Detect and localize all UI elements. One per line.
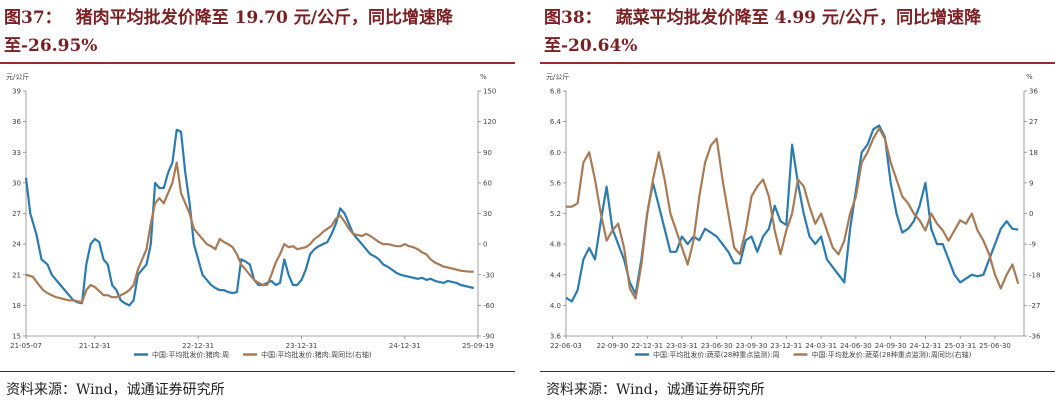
- left-tick-label: 5.2: [550, 210, 561, 218]
- right-tick-label: -18: [1029, 271, 1040, 279]
- left-tick-label: 27: [12, 210, 21, 218]
- figure-38-panel: 图38： 蔬菜平均批发价降至 4.99 元/公斤，同比增速降至-20.64% 元/…: [540, 0, 1055, 405]
- left-tick-label: 3.6: [550, 333, 562, 341]
- x-tick-label: 23-03-31: [666, 342, 698, 350]
- right-tick-label: 30: [483, 210, 492, 218]
- yoy-series-line: [566, 127, 1020, 300]
- left-axis-unit: 元/公斤: [6, 72, 29, 81]
- left-tick-label: 6.4: [550, 118, 562, 126]
- figure-37-source: 资料来源：Wind，诚通证券研究所: [6, 382, 225, 398]
- x-tick-label: 23-09-30: [736, 342, 768, 350]
- left-tick-label: 4.0: [550, 302, 561, 310]
- figure-38-title: 图38： 蔬菜平均批发价降至 4.99 元/公斤，同比增速降至-20.64%: [544, 4, 1050, 60]
- right-tick-label: 90: [483, 149, 492, 157]
- figure-38-title-text: 蔬菜平均批发价降至 4.99 元/公斤，同比增速降至-20.64%: [544, 8, 982, 56]
- right-tick-label: -27: [1029, 302, 1040, 310]
- left-tick-label: 4.8: [550, 241, 561, 249]
- figure-37-bottom-rule: [0, 371, 515, 372]
- price-series-line: [24, 128, 474, 307]
- right-tick-label: 18: [1029, 149, 1038, 157]
- figure-37-panel: 图37： 猪肉平均批发价降至 19.70 元/公斤，同比增速降至-26.95% 元…: [0, 0, 520, 405]
- x-tick-label: 22-06-03: [550, 342, 582, 350]
- legend-label: 中国:平均批发价:猪肉:周: [152, 350, 229, 359]
- left-tick-label: 30: [12, 179, 21, 187]
- legend-label: 中国:平均批发价:蔬菜(28种重点监测):周: [653, 350, 779, 359]
- left-tick-label: 18: [12, 302, 21, 310]
- x-tick-label: 22-12-31: [631, 342, 663, 350]
- x-tick-label: 21-05-07: [10, 342, 42, 350]
- x-tick-label: 25-09-19: [462, 342, 494, 350]
- x-tick-label: 24-03-31: [805, 342, 837, 350]
- figure-37-title: 图37： 猪肉平均批发价降至 19.70 元/公斤，同比增速降至-26.95%: [4, 4, 510, 60]
- x-tick-label: 22-12-31: [182, 342, 214, 350]
- right-tick-label: 60: [483, 179, 492, 187]
- right-tick-label: 0: [1029, 210, 1033, 218]
- right-tick-label: 0: [483, 241, 487, 249]
- figure-38-bottom-rule: [540, 371, 1055, 372]
- right-tick-label: -30: [483, 271, 494, 279]
- right-tick-label: 150: [483, 88, 496, 96]
- right-tick-label: 36: [1029, 88, 1038, 96]
- left-axis-unit: 元/公斤: [546, 72, 569, 81]
- left-tick-label: 39: [12, 88, 21, 96]
- left-tick-label: 6.8: [550, 88, 561, 96]
- right-tick-label: -9: [1029, 241, 1036, 249]
- x-tick-label: 21-12-31: [79, 342, 111, 350]
- legend-label: 中国:平均批发价:猪肉:周同比(右轴): [261, 350, 372, 359]
- left-tick-label: 21: [12, 271, 21, 279]
- figure-38-chart: 元/公斤 % 3.6 4.0 4.4 4.8 5.2 5.6 6.0 6.4 6.8 -36 -27 -1…: [546, 72, 1041, 359]
- figure-37-title-text: 猪肉平均批发价降至 19.70 元/公斤，同比增速降至-26.95%: [4, 8, 453, 56]
- right-axis-unit: %: [480, 73, 487, 81]
- x-tick-label: 24-12-31: [910, 342, 942, 350]
- legend-label: 中国:平均批发价:蔬菜(28种重点监测):周同比(右轴): [811, 350, 971, 359]
- x-tick-label: 25-03-31: [944, 342, 976, 350]
- x-tick-label: 22-09-30: [596, 342, 628, 350]
- left-tick-label: 6.0: [550, 149, 561, 157]
- right-tick-label: -90: [483, 333, 494, 341]
- left-tick-label: 33: [12, 149, 21, 157]
- figure-38-top-rule: [540, 62, 1055, 64]
- figure-38-source: 资料来源：Wind，诚通证券研究所: [546, 382, 765, 398]
- figure-37-number: 图37：: [4, 8, 62, 28]
- left-tick-label: 15: [12, 333, 21, 341]
- yoy-series-line: [25, 161, 474, 304]
- figure-37-top-rule: [0, 62, 515, 64]
- right-tick-label: -60: [483, 302, 494, 310]
- left-tick-label: 36: [12, 118, 21, 126]
- left-tick-label: 5.6: [550, 179, 562, 187]
- x-tick-label: 24-06-30: [840, 342, 872, 350]
- figure-38-number: 图38：: [544, 8, 602, 28]
- right-tick-label: -36: [1029, 333, 1041, 341]
- x-tick-label: 23-06-30: [701, 342, 733, 350]
- x-tick-label: 24-09-30: [875, 342, 907, 350]
- left-tick-label: 24: [12, 241, 21, 249]
- right-axis-unit: %: [1026, 73, 1033, 81]
- right-tick-label: 120: [483, 118, 496, 126]
- x-tick-label: 23-12-31: [286, 342, 318, 350]
- figure-37-chart: 元/公斤 % 15 18 21 24 27 30 33 36 39 -90 -60 -30 0 30 60 90 1…: [6, 72, 496, 359]
- right-tick-label: 9: [1029, 179, 1033, 187]
- right-tick-label: 27: [1029, 118, 1038, 126]
- left-tick-label: 4.4: [550, 271, 562, 279]
- x-tick-label: 24-12-31: [389, 342, 421, 350]
- x-tick-label: 25-06-30: [979, 342, 1011, 350]
- x-tick-label: 23-12-31: [770, 342, 802, 350]
